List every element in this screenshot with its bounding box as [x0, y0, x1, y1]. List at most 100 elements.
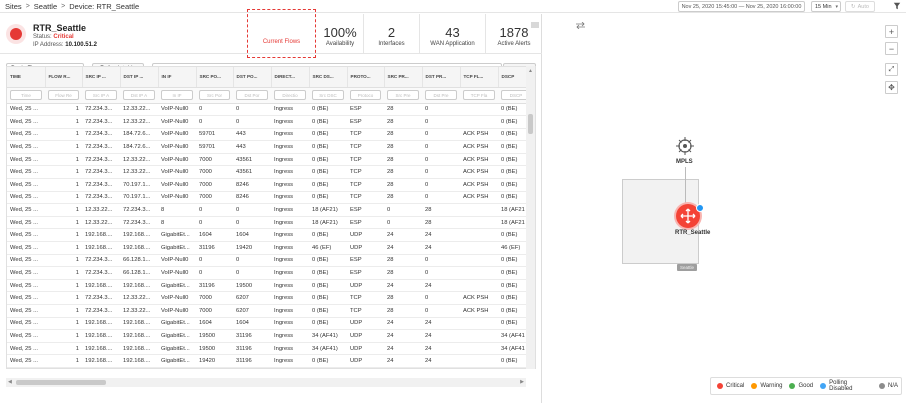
- swap-icon[interactable]: [576, 22, 585, 29]
- table-row[interactable]: Wed, 25 ... 1 72.234.3... 70.197.1... VoIP-N…: [7, 191, 534, 205]
- date-range-picker[interactable]: Nov 25, 2020 15:45:00 — Nov 25, 2020 16:…: [678, 1, 805, 12]
- table-row[interactable]: Wed, 25 ... 1 12.33.22... 72.234.3... 8 0 0 Ing…: [7, 216, 534, 230]
- column-header[interactable]: DST IP ...: [120, 67, 159, 88]
- scroll-right-icon[interactable]: ▶: [520, 379, 524, 385]
- table-cell: 28: [384, 103, 422, 117]
- table-cell: Ingress: [271, 354, 309, 368]
- table-cell: 1: [45, 354, 82, 368]
- table-cell: ACK PSH: [460, 291, 498, 305]
- column-header[interactable]: SRC IP ...: [82, 67, 121, 88]
- kpi-value: 1878: [499, 25, 529, 40]
- table-row[interactable]: Wed, 25 ... 1 12.33.22... 72.234.3... 8 0 0 Ing…: [7, 203, 534, 217]
- table-row[interactable]: Wed, 25 ... 1 72.234.3... 12.33.22... VoIP-N…: [7, 153, 534, 167]
- column-filter-input[interactable]: Src IP A: [85, 90, 117, 100]
- interval-select[interactable]: 15 Min ▾: [811, 1, 841, 12]
- column-filter-input[interactable]: TCP Fla: [463, 90, 495, 100]
- table-cell: 12.33.22...: [120, 153, 158, 167]
- zoom-out-button[interactable]: −: [885, 42, 898, 55]
- scrollbar-thumb[interactable]: [528, 114, 533, 134]
- table-cell: 72.234.3...: [120, 203, 158, 217]
- column-filter-input[interactable]: Dst Por: [236, 90, 268, 100]
- column-header[interactable]: DIRECT...: [271, 67, 310, 88]
- table-cell: VoIP-Null0: [158, 165, 196, 180]
- table-row[interactable]: Wed, 25 ... 1 192.168.... 192.168.... Gigabi…: [7, 329, 534, 343]
- table-cell: VoIP-Null0: [158, 178, 196, 192]
- column-filter-input[interactable]: In IF: [161, 90, 193, 100]
- horizontal-scrollbar[interactable]: ◀ ▶: [6, 378, 526, 387]
- table-row[interactable]: Wed, 25 ... 1 192.168.... 192.168.... Gigabi…: [7, 354, 534, 368]
- column-header[interactable]: IN IF: [158, 67, 197, 88]
- kpi-availability[interactable]: 100% Availability: [317, 14, 363, 54]
- center-button[interactable]: ✥: [885, 81, 898, 94]
- table-row[interactable]: Wed, 25 ... 1 72.234.3... 12.33.22... VoIP-N…: [7, 291, 534, 305]
- column-filter-input[interactable]: Flow Re: [48, 90, 79, 100]
- table-cell: 0 (BE): [498, 354, 534, 368]
- column-header[interactable]: DST PO...: [233, 67, 272, 88]
- table-row[interactable]: Wed, 25 ... 1 72.234.3... 70.197.1... VoIP-N…: [7, 178, 534, 192]
- zoom-in-button[interactable]: +: [885, 25, 898, 38]
- column-filter-input[interactable]: Src Pre: [387, 90, 419, 100]
- column-header[interactable]: DST PR...: [422, 67, 461, 88]
- column-header[interactable]: SRC PO...: [196, 67, 234, 88]
- table-row[interactable]: Wed, 25 ... 1 192.168.... 192.168.... Gigabi…: [7, 241, 534, 255]
- table-cell: Ingress: [271, 342, 309, 356]
- column-header[interactable]: PROTO...: [347, 67, 385, 88]
- column-filter-input[interactable]: Directio: [274, 90, 306, 100]
- table-cell: 31196: [196, 241, 233, 255]
- table-cell: 24: [384, 241, 422, 255]
- column-header[interactable]: SRC DS...: [309, 67, 348, 88]
- column-filter-input[interactable]: Protoco: [350, 90, 381, 100]
- filter-icon[interactable]: [893, 2, 901, 10]
- column-filter-input[interactable]: Dst Pre: [425, 90, 457, 100]
- scrollbar-thumb[interactable]: [16, 380, 106, 385]
- table-row[interactable]: Wed, 25 ... 1 192.168.... 192.168.... Gigabi…: [7, 317, 534, 331]
- table-row[interactable]: Wed, 25 ... 1 192.168.... 192.168.... Gigabi…: [7, 228, 534, 243]
- table-cell: Ingress: [271, 329, 309, 343]
- collapse-icon[interactable]: [531, 22, 539, 28]
- table-cell: Wed, 25 ...: [7, 140, 45, 154]
- fit-view-button[interactable]: ⤢: [885, 63, 898, 76]
- table-cell: Ingress: [271, 191, 309, 205]
- table-row[interactable]: Wed, 25 ... 1 72.234.3... 184.72.6... VoIP-N…: [7, 140, 534, 154]
- vertical-scrollbar[interactable]: ▲: [526, 66, 535, 369]
- table-cell: 0: [233, 115, 271, 129]
- table-row[interactable]: Wed, 25 ... 1 72.234.3... 12.33.22... VoIP-N…: [7, 103, 534, 117]
- scroll-up-icon[interactable]: ▲: [528, 68, 533, 74]
- breadcrumb-site[interactable]: Seattle: [33, 1, 58, 11]
- kpi-active-alerts[interactable]: 1878 Active Alerts: [485, 14, 542, 54]
- column-filter-input[interactable]: Src DSC: [312, 90, 344, 100]
- table-row[interactable]: Wed, 25 ... 1 192.168.... 192.168.... Gigabi…: [7, 342, 534, 356]
- table-row[interactable]: Wed, 25 ... 1 72.234.3... 66.128.1... VoIP-N…: [7, 254, 534, 268]
- kpi-interfaces[interactable]: 2 Interfaces: [363, 14, 419, 54]
- kpi-wan-application[interactable]: 43 WAN Application: [419, 14, 485, 54]
- table-cell: 1604: [196, 317, 233, 331]
- table-cell: 24: [384, 354, 422, 368]
- table-row[interactable]: Wed, 25 ... 1 72.234.3... 184.72.6... VoIP-N…: [7, 128, 534, 142]
- table-cell: Ingress: [271, 165, 309, 180]
- table-cell: 18 (AF21): [309, 216, 347, 230]
- table-cell: UDP: [347, 329, 384, 343]
- column-filter-input[interactable]: Src Por: [199, 90, 230, 100]
- table-cell: 1604: [233, 317, 271, 331]
- kpi-current-flows[interactable]: Current Flows: [247, 9, 316, 58]
- table-row[interactable]: Wed, 25 ... 1 72.234.3... 12.33.22... VoIP-N…: [7, 304, 534, 318]
- breadcrumb-sites[interactable]: Sites: [5, 1, 22, 11]
- column-header[interactable]: FLOW R...: [45, 67, 83, 88]
- table-row[interactable]: Wed, 25 ... 1 192.168.... 192.168.... Gigabi…: [7, 279, 534, 293]
- table-cell: 8: [158, 203, 196, 217]
- column-header[interactable]: SRC PR...: [384, 67, 423, 88]
- table-cell: [460, 317, 498, 331]
- table-cell: Ingress: [271, 241, 309, 255]
- column-filter-input[interactable]: Time: [10, 90, 42, 100]
- table-row[interactable]: Wed, 25 ... 1 72.234.3... 66.128.1... VoIP-N…: [7, 266, 534, 280]
- column-filter-input[interactable]: Dst IP A: [123, 90, 155, 100]
- column-header[interactable]: TIME: [7, 67, 46, 88]
- mpls-cloud-icon[interactable]: [675, 136, 695, 156]
- scroll-left-icon[interactable]: ◀: [8, 379, 12, 385]
- table-row[interactable]: Wed, 25 ... 1 72.234.3... 12.33.22... VoIP-N…: [7, 115, 534, 129]
- table-cell: 72.234.3...: [82, 178, 120, 192]
- table-cell: Ingress: [271, 140, 309, 154]
- auto-refresh-button[interactable]: ↻ Auto: [845, 1, 875, 12]
- table-row[interactable]: Wed, 25 ... 1 72.234.3... 12.33.22... VoIP-N…: [7, 165, 534, 180]
- column-header[interactable]: TCP FL...: [460, 67, 499, 88]
